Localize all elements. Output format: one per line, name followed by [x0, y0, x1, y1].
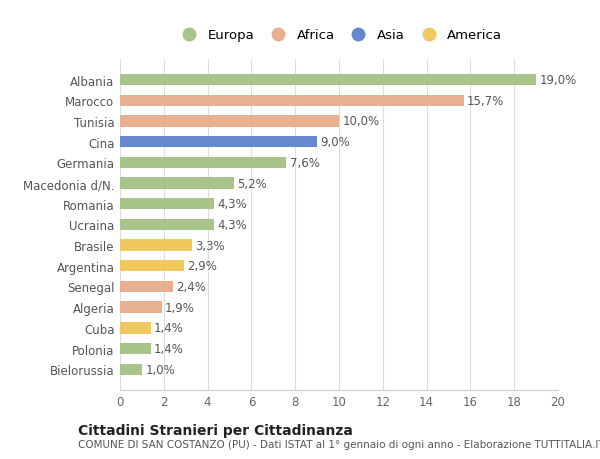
Bar — [120, 157, 286, 168]
Text: Cittadini Stranieri per Cittadinanza: Cittadini Stranieri per Cittadinanza — [78, 423, 353, 437]
Text: 7,6%: 7,6% — [290, 157, 320, 169]
Bar — [120, 240, 192, 251]
Text: 1,0%: 1,0% — [145, 363, 175, 376]
Bar — [120, 343, 151, 354]
Text: 10,0%: 10,0% — [342, 115, 379, 128]
Text: 1,4%: 1,4% — [154, 342, 184, 355]
Text: 1,9%: 1,9% — [165, 301, 195, 314]
Text: 4,3%: 4,3% — [217, 198, 247, 211]
Bar — [120, 364, 142, 375]
Text: 9,0%: 9,0% — [320, 136, 350, 149]
Bar — [120, 137, 317, 148]
Bar — [120, 178, 234, 189]
Legend: Europa, Africa, Asia, America: Europa, Africa, Asia, America — [173, 27, 505, 45]
Bar — [120, 199, 214, 210]
Bar — [120, 281, 173, 292]
Bar — [120, 75, 536, 86]
Text: 5,2%: 5,2% — [237, 177, 267, 190]
Bar — [120, 95, 464, 106]
Text: 15,7%: 15,7% — [467, 95, 505, 107]
Text: 1,4%: 1,4% — [154, 322, 184, 335]
Text: COMUNE DI SAN COSTANZO (PU) - Dati ISTAT al 1° gennaio di ogni anno - Elaborazio: COMUNE DI SAN COSTANZO (PU) - Dati ISTAT… — [78, 440, 600, 449]
Text: 19,0%: 19,0% — [539, 74, 577, 87]
Bar — [120, 219, 214, 230]
Bar — [120, 116, 339, 127]
Text: 2,9%: 2,9% — [187, 260, 217, 273]
Bar — [120, 323, 151, 334]
Bar — [120, 302, 161, 313]
Text: 4,3%: 4,3% — [217, 218, 247, 231]
Bar — [120, 261, 184, 272]
Text: 3,3%: 3,3% — [196, 239, 225, 252]
Text: 2,4%: 2,4% — [176, 280, 206, 293]
